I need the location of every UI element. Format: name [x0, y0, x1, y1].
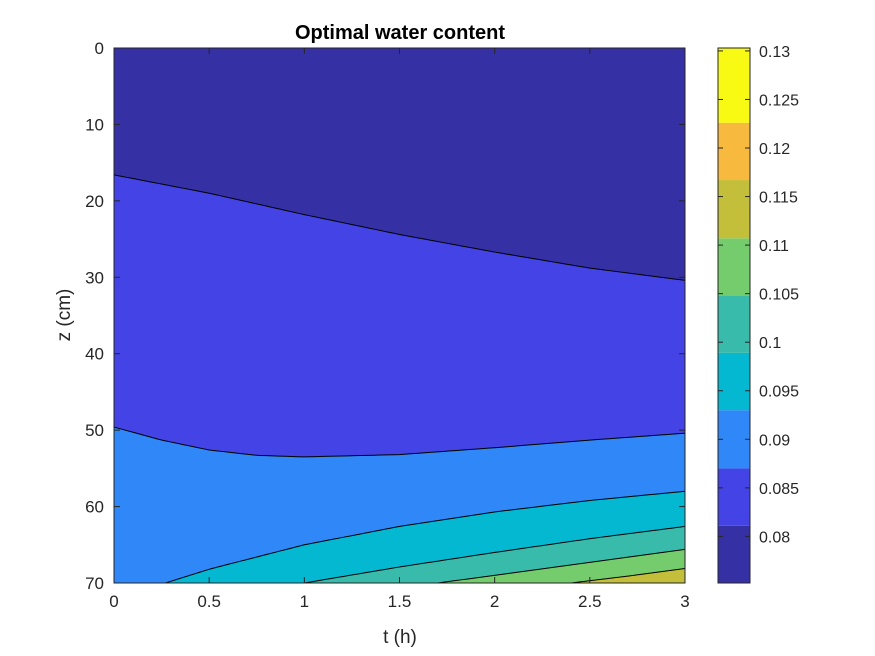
x-tick-label: 1.5 [388, 592, 412, 611]
colorbar-tick-label: 0.12 [759, 141, 790, 158]
colorbar-segment [718, 238, 750, 296]
contour-line-4 [304, 525, 686, 584]
contour-line-5 [437, 548, 686, 584]
x-tick-label: 2 [490, 592, 499, 611]
contour-fill-level-7 [570, 568, 685, 583]
y-tick-label: 60 [85, 498, 104, 517]
colorbar-tick-label: 0.105 [759, 287, 799, 304]
contour-fill-level-6 [437, 549, 685, 583]
colorbar-segment [718, 410, 750, 469]
y-tick-label: 20 [85, 192, 104, 211]
x-tick-label: 0.5 [197, 592, 221, 611]
colorbar-tick-label: 0.1 [759, 335, 781, 352]
colorbar-segment [718, 180, 750, 239]
colorbar-segment [718, 352, 750, 411]
y-axis-label: z (cm) [54, 289, 75, 342]
y-tick-label: 0 [95, 39, 104, 58]
y-tick-label: 30 [85, 268, 104, 287]
colorbar-tick-label: 0.125 [759, 92, 799, 109]
contour-line-1 [113, 174, 686, 281]
colorbar-box [717, 47, 751, 584]
colorbar-segment [718, 295, 750, 353]
y-tick-label: 50 [85, 421, 104, 440]
contour-line-3 [165, 490, 686, 584]
colorbar-tick-label: 0.095 [759, 384, 799, 401]
colorbar-segment [718, 468, 750, 526]
x-tick-label: 1 [300, 592, 309, 611]
colorbar-tick-label: 0.13 [759, 44, 790, 61]
x-tick-label: 3 [680, 592, 689, 611]
contour-line-2 [113, 426, 686, 458]
colorbar: 0.08 0.085 0.09 0.095 0.1 0.105 0.11 0.115 0.12 0… [717, 44, 799, 584]
x-tick-label: 0 [109, 592, 118, 611]
colorbar-segment [718, 48, 750, 123]
colorbar-segment [718, 525, 750, 583]
colorbar-tick-label: 0.115 [759, 190, 798, 207]
x-axis-label: t (h) [383, 627, 417, 648]
y-tick-label: 70 [85, 574, 104, 593]
chart-title: Optimal water content [295, 22, 505, 44]
colorbar-tick-label: 0.085 [759, 481, 799, 498]
colorbar-segment [718, 122, 750, 181]
colorbar-tick-label: 0.08 [759, 529, 790, 546]
colorbar-tick-label: 0.11 [759, 238, 789, 255]
colorbar-tick-label: 0.09 [759, 432, 790, 449]
y-tick-label: 40 [85, 345, 104, 364]
y-tick-label: 10 [85, 115, 104, 134]
x-tick-label: 2.5 [578, 592, 602, 611]
